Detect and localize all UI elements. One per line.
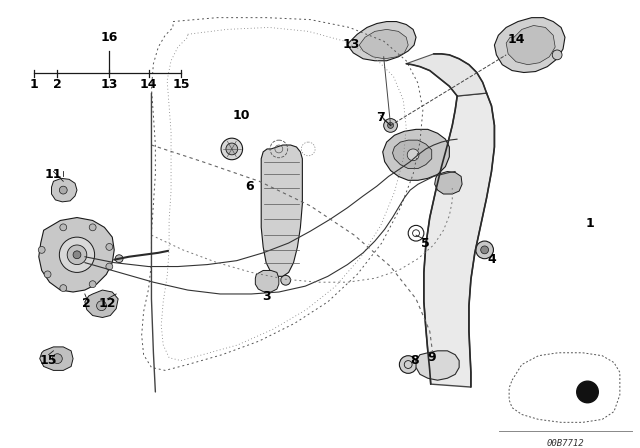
Circle shape xyxy=(577,381,598,403)
Circle shape xyxy=(281,276,291,285)
Text: 1: 1 xyxy=(29,78,38,91)
Circle shape xyxy=(89,281,96,288)
Circle shape xyxy=(67,245,87,265)
Circle shape xyxy=(399,356,417,373)
Polygon shape xyxy=(348,22,416,61)
Polygon shape xyxy=(495,17,565,73)
Circle shape xyxy=(115,255,123,263)
Circle shape xyxy=(420,360,436,375)
Polygon shape xyxy=(39,218,114,292)
Circle shape xyxy=(60,186,67,194)
Polygon shape xyxy=(255,271,279,292)
Text: 15: 15 xyxy=(40,354,58,367)
Text: 10: 10 xyxy=(233,109,250,122)
Polygon shape xyxy=(261,145,302,276)
Circle shape xyxy=(407,149,419,161)
Circle shape xyxy=(552,50,562,60)
Circle shape xyxy=(89,224,96,231)
Circle shape xyxy=(424,364,431,371)
Circle shape xyxy=(476,241,493,258)
Polygon shape xyxy=(506,26,555,65)
Polygon shape xyxy=(40,347,73,370)
Text: 9: 9 xyxy=(428,351,436,364)
Circle shape xyxy=(60,237,95,272)
Circle shape xyxy=(52,354,62,363)
Polygon shape xyxy=(406,54,486,96)
Text: 7: 7 xyxy=(376,111,385,124)
Circle shape xyxy=(226,143,237,155)
Circle shape xyxy=(481,246,488,254)
Polygon shape xyxy=(424,93,495,387)
Text: 13: 13 xyxy=(342,38,360,51)
Text: 3: 3 xyxy=(262,290,271,303)
Circle shape xyxy=(384,119,397,132)
Circle shape xyxy=(106,263,113,270)
Text: 12: 12 xyxy=(99,297,116,310)
Text: 8: 8 xyxy=(410,354,419,367)
Circle shape xyxy=(221,138,243,160)
Polygon shape xyxy=(383,129,449,180)
Polygon shape xyxy=(85,290,118,318)
Circle shape xyxy=(44,271,51,278)
Text: 5: 5 xyxy=(422,237,430,250)
Text: 13: 13 xyxy=(100,78,118,91)
Text: 14: 14 xyxy=(508,33,525,46)
Text: 4: 4 xyxy=(487,253,496,266)
Circle shape xyxy=(388,122,394,129)
Polygon shape xyxy=(416,351,459,380)
Text: 6: 6 xyxy=(245,180,253,193)
Polygon shape xyxy=(51,178,77,202)
Circle shape xyxy=(106,244,113,250)
Text: 14: 14 xyxy=(140,78,157,91)
Text: 2: 2 xyxy=(53,78,61,91)
Text: 2: 2 xyxy=(83,297,91,310)
Text: 00B7712: 00B7712 xyxy=(546,439,584,448)
Text: 15: 15 xyxy=(172,78,189,91)
Circle shape xyxy=(38,246,45,253)
Polygon shape xyxy=(359,30,408,59)
Text: 1: 1 xyxy=(585,217,594,230)
Circle shape xyxy=(60,284,67,292)
Polygon shape xyxy=(435,172,462,194)
Circle shape xyxy=(73,251,81,258)
Text: 11: 11 xyxy=(45,168,62,181)
Polygon shape xyxy=(392,140,432,168)
Circle shape xyxy=(60,224,67,231)
Text: 16: 16 xyxy=(100,31,118,44)
Circle shape xyxy=(97,301,106,310)
